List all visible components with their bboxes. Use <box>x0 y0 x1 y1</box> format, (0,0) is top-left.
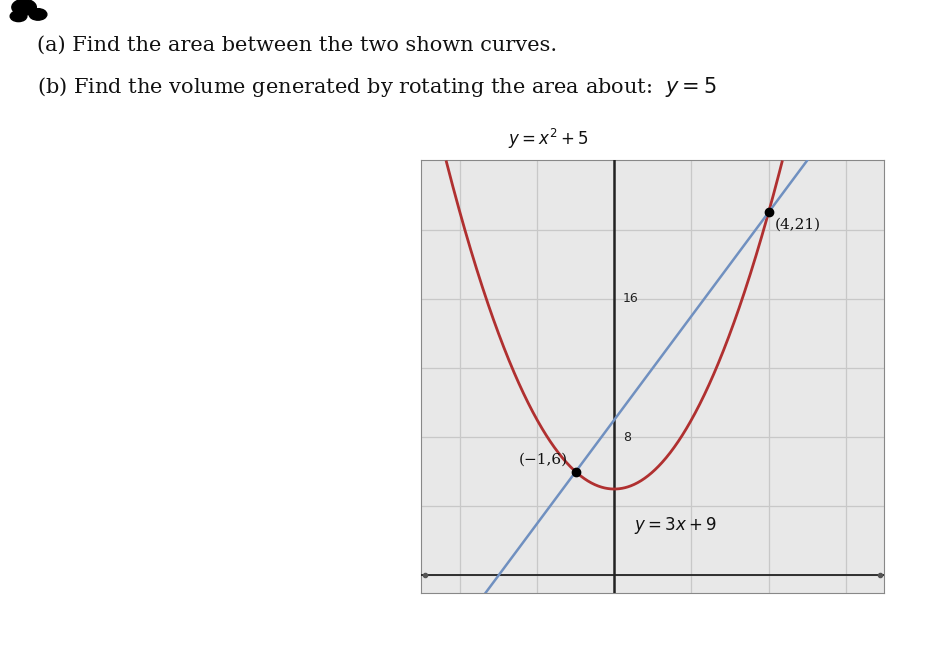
Text: (4,21): (4,21) <box>774 217 820 231</box>
Text: (a) Find the area between the two shown curves.: (a) Find the area between the two shown … <box>37 36 557 55</box>
Text: $y = 3x + 9$: $y = 3x + 9$ <box>633 515 717 536</box>
Text: (b) Find the volume generated by rotating the area about:  $y = 5$: (b) Find the volume generated by rotatin… <box>37 75 717 100</box>
Circle shape <box>12 0 36 15</box>
Text: 8: 8 <box>623 430 631 443</box>
Text: $y = x^2 + 5$: $y = x^2 + 5$ <box>507 126 589 151</box>
Text: (−1,6): (−1,6) <box>519 453 568 466</box>
Text: 16: 16 <box>623 292 639 305</box>
Circle shape <box>29 9 47 20</box>
Circle shape <box>10 11 27 22</box>
